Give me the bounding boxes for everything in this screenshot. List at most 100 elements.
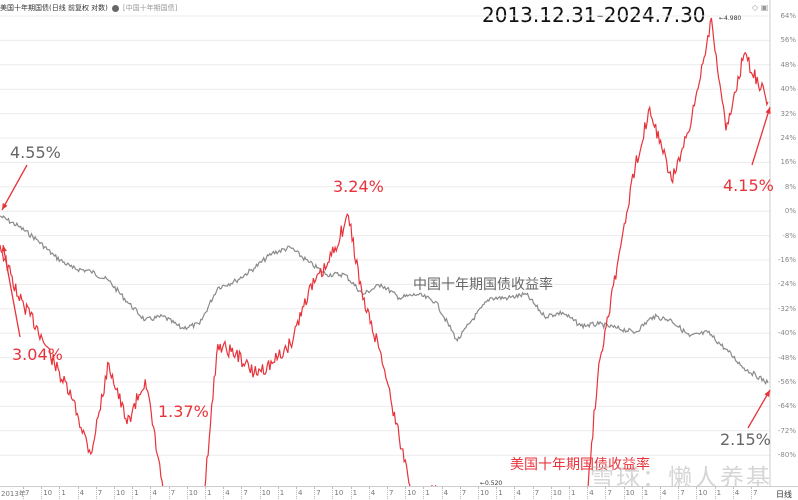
x-tick-mark: [514, 487, 516, 500]
series-label-cn: 中国十年期国债收益率: [413, 277, 553, 293]
annotation-us-low-2016: 1.37%: [158, 402, 209, 421]
x-tick-mark: [532, 487, 534, 500]
y-tick-label: 0%: [784, 207, 796, 216]
chart-legend: 美国十年期国债(日线 前复权 对数) [中国十年期国债]: [0, 2, 177, 14]
annotation-us-end: 4.15%: [723, 176, 774, 195]
y-tick-label: 56%: [780, 36, 796, 45]
diamond-icon[interactable]: ◇: [752, 3, 759, 12]
x-tick-label: 4: [298, 489, 303, 497]
y-tick-label: -48%: [777, 353, 796, 362]
x-tick-label: 4: [79, 489, 85, 497]
x-tick-mark: [368, 487, 370, 500]
x-tick-mark: [423, 487, 425, 500]
x-tick-label: 7: [461, 489, 467, 497]
x-tick-label: 10: [625, 489, 635, 497]
x-tick-mark: [350, 487, 352, 500]
x-tick-label: 1: [352, 489, 358, 497]
x-tick-label: 7: [607, 489, 612, 497]
x-tick-mark: [732, 487, 734, 500]
annotation-us-high-2018: 3.24%: [333, 177, 384, 196]
x-tick-mark: [496, 487, 498, 500]
series-line: [0, 215, 769, 386]
series-line: [0, 17, 769, 500]
x-tick-mark: [569, 487, 570, 500]
chart-title: 2013.12.31-2024.7.30: [482, 3, 706, 27]
annotation-cn-start: 4.55%: [10, 143, 61, 162]
x-tick-mark: [714, 487, 716, 500]
x-tick-label: 1: [425, 489, 430, 497]
x-tick-label: 1: [134, 489, 139, 497]
x-tick-label: 4: [662, 489, 667, 497]
x-tick-label: 10: [261, 489, 271, 497]
x-tick-label: 10: [116, 489, 125, 497]
x-tick-mark: [168, 487, 170, 500]
x-tick-label: 10: [698, 489, 708, 497]
x-tick-label: 10: [552, 489, 562, 497]
x-tick-mark: [751, 487, 752, 500]
x-tick-mark: [550, 487, 552, 500]
x-axis: 日线 2013年 7 10 1 4 7 10 1 4 7 10 1 4 7 10 1 4 7 10 1 4 7 10 1 4 7 1…: [0, 486, 798, 500]
x-tick-mark: [77, 487, 79, 500]
x-tick-label: 10: [43, 489, 53, 497]
annotation-cn-end: 2.15%: [720, 430, 771, 449]
y-tick-label: 48%: [780, 60, 796, 69]
y-tick-label: -16%: [777, 256, 796, 264]
gear-icon[interactable]: [111, 4, 119, 12]
x-tick-label: 4: [443, 489, 449, 497]
x-tick-label: 4: [516, 489, 521, 497]
x-tick-mark: [132, 487, 134, 500]
x-tick-label: 1: [716, 489, 722, 497]
y-tick-label: 40%: [780, 85, 796, 94]
x-tick-label: 4: [370, 489, 376, 497]
max-marker: ←4.980: [719, 15, 742, 22]
window-icon[interactable]: ▣: [760, 3, 769, 12]
x-tick-mark: [623, 487, 625, 500]
x-tick-mark: [605, 487, 607, 500]
x-tick-label: 1: [207, 489, 212, 497]
x-tick-mark: [478, 487, 479, 500]
y-tick-label: -24%: [777, 280, 796, 289]
y-tick-label: -72%: [777, 426, 796, 435]
x-tick-label: 7: [170, 489, 176, 497]
x-tick-label: 7: [243, 489, 248, 497]
legend-compare-series[interactable]: [中国十年期国债]: [122, 4, 178, 12]
y-tick-label: 16%: [780, 158, 796, 167]
x-tick-label: 4: [225, 489, 230, 497]
series-label-us: 美国十年期国债收益率: [510, 457, 650, 473]
x-tick-mark: [678, 487, 680, 500]
x-tick-mark: [696, 487, 698, 500]
x-tick-mark: [241, 487, 243, 500]
y-tick-label: -8%: [782, 231, 796, 240]
x-tick-label: 7: [97, 489, 103, 497]
x-tick-mark: [259, 487, 261, 500]
x-tick-mark: [59, 487, 61, 500]
y-tick-label: 64%: [780, 12, 796, 20]
x-tick-mark: [660, 487, 661, 500]
x-tick-label: 10: [188, 489, 198, 497]
y-tick-label: 8%: [784, 182, 796, 191]
x-tick-mark: [114, 487, 115, 500]
x-tick-label: 10: [480, 489, 489, 497]
x-tick-label: 7: [753, 489, 758, 497]
x-tick-label: 2013年: [1, 490, 26, 498]
x-tick-mark: [441, 487, 443, 500]
x-tick-mark: [332, 487, 334, 500]
min-marker: ←0.520: [480, 480, 503, 487]
x-tick-mark: [205, 487, 206, 500]
legend-main-series[interactable]: 美国十年期国债(日线 前复权 对数): [0, 4, 108, 12]
x-tick-mark: [223, 487, 225, 500]
annotation-us-start: 3.04%: [12, 345, 63, 364]
period-selector[interactable]: 日线: [776, 490, 792, 499]
max-value: 4.980: [724, 15, 742, 22]
x-tick-mark: [150, 487, 152, 500]
x-tick-mark: [186, 487, 188, 500]
x-tick-label: 7: [680, 489, 685, 497]
chart-toolbar: ◇ ▣: [752, 3, 768, 12]
x-tick-label: 1: [498, 489, 503, 497]
y-tick-label: -40%: [777, 329, 796, 338]
x-tick-mark: [296, 487, 297, 500]
x-tick-label: 1: [61, 489, 66, 497]
x-tick-label: 7: [316, 489, 321, 497]
x-tick-mark: [459, 487, 461, 500]
